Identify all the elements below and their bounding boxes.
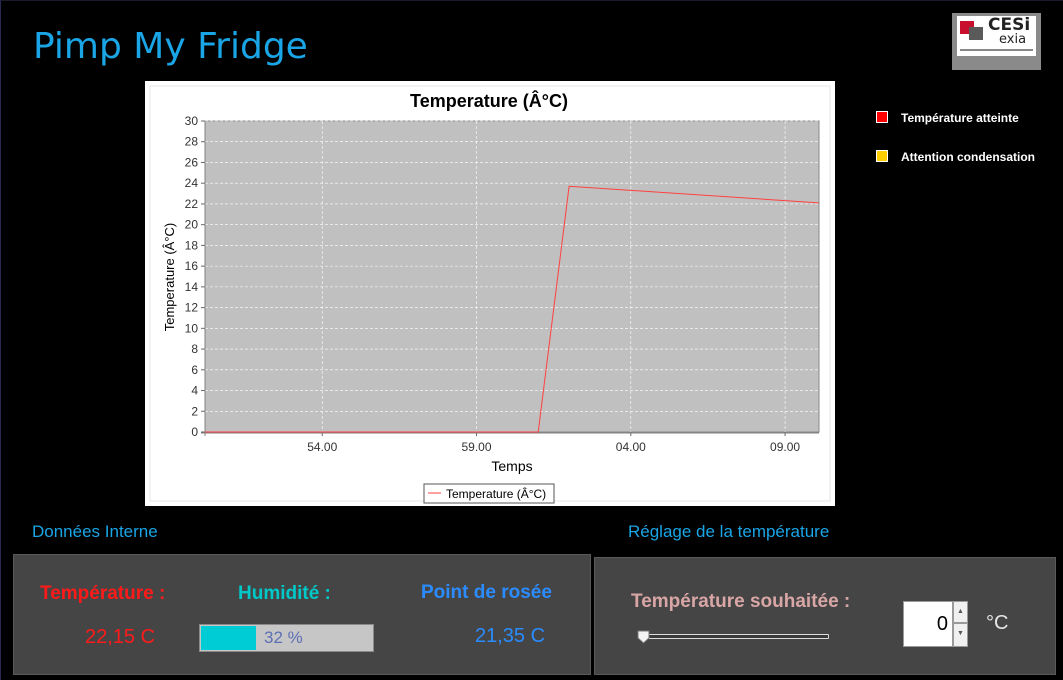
app-title: Pimp My Fridge [33,26,308,67]
legend-condensation-swatch [876,150,888,162]
desired-temperature-label: Température souhaitée : [631,591,851,612]
y-axis-label: Temperature (Â°C) [162,223,177,332]
y-tick-label: 22 [185,197,199,211]
x-axis-label: Temps [491,458,532,474]
y-tick-label: 4 [191,384,198,398]
desired-temperature-value: 0 [936,613,948,635]
humidity-label: Humidité : [238,583,331,604]
temperature-series-line [205,185,820,433]
internal-data-panel [13,554,591,675]
spinner-down-button[interactable]: ▼ [953,623,968,647]
logo-text-secondary: exia [999,32,1027,47]
x-tick-label: 59.00 [462,440,492,454]
y-tick-label: 16 [185,259,199,273]
cesi-exia-logo: CESi exia [952,13,1041,70]
legend-reached: Température atteinte [876,110,1056,128]
y-tick-label: 30 [185,114,199,128]
y-tick-label: 28 [185,135,199,149]
y-tick-label: 20 [185,218,199,232]
x-tick-label: 04.00 [616,440,646,454]
temperature-value: 22,15 C [85,626,156,648]
y-tick-label: 24 [185,176,199,190]
desired-temperature-spinner[interactable]: 0 ▲ ▼ [903,601,968,647]
y-tick-label: 18 [185,238,199,252]
x-tick-label: 54.00 [307,440,337,454]
legend-reached-label: Température atteinte [901,111,1019,125]
y-tick-label: 26 [185,155,199,169]
y-tick-label: 8 [191,342,198,356]
spinner-up-button[interactable]: ▲ [953,601,968,623]
temperature-unit: °C [986,612,1009,634]
humidity-progress-bar: 32 % [199,624,374,652]
legend-condensation-label: Attention condensation [901,150,1035,164]
temperature-settings-panel [594,557,1056,675]
dew-point-label: Point de rosée [421,582,552,603]
chart-legend: Temperature (Â°C) [423,483,555,504]
temperature-settings-heading: Réglage de la température [628,522,830,541]
humidity-progress-fill [201,626,256,650]
desired-temperature-input[interactable]: 0 [903,601,953,647]
x-tick-label: 09.00 [770,440,800,454]
temperature-label: Température : [40,583,166,604]
legend-reached-swatch [876,111,888,123]
slider-thumb[interactable] [637,630,650,644]
internal-data-heading: Données Interne [32,522,158,541]
y-tick-label: 10 [185,321,199,335]
humidity-value: 32 % [264,628,303,647]
plot-area [204,120,820,433]
temperature-chart: Temperature (Â°C) 0 2 4 6 8 10 12 14 16 18 20 22 24 2… [145,81,835,506]
chart-legend-label: Temperature (Â°C) [446,486,546,501]
y-tick-label: 0 [191,425,198,439]
desired-temperature-slider[interactable] [639,634,829,639]
dew-point-value: 21,35 C [475,625,546,647]
y-tick-label: 14 [185,280,199,294]
chart-title: Temperature (Â°C) [410,90,568,111]
logo-text-primary: CESi [988,15,1031,35]
y-tick-label: 12 [185,301,199,315]
legend-condensation: Attention condensation [876,149,1056,167]
y-tick-label: 2 [191,404,198,418]
y-tick-label: 6 [191,363,198,377]
